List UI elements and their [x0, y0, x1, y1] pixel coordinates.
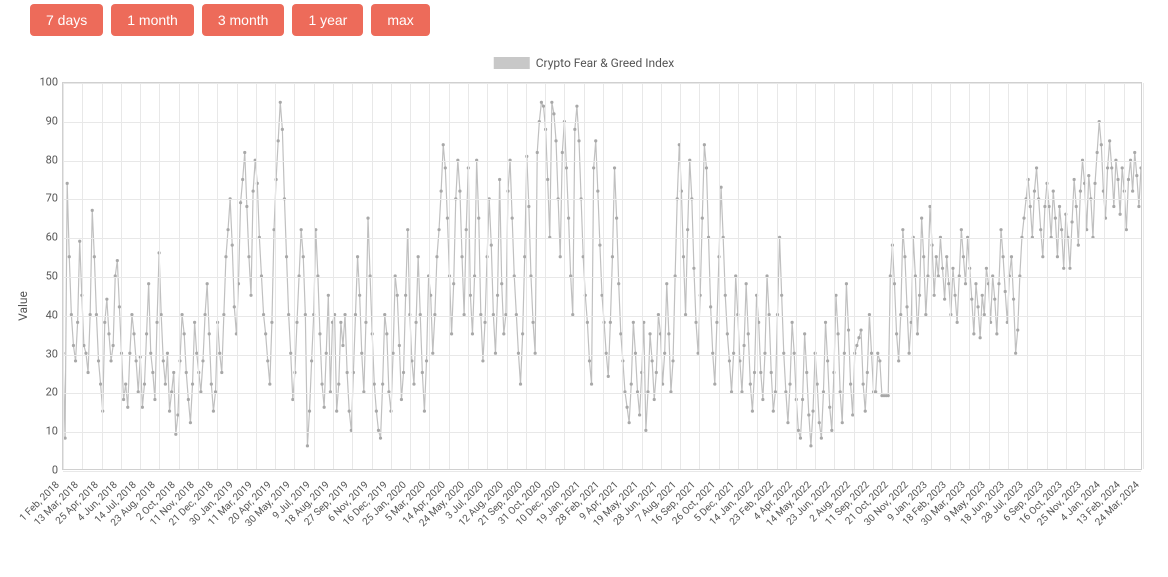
grid-line-vertical	[468, 83, 469, 469]
grid-line-vertical	[507, 83, 508, 469]
grid-line-vertical	[1124, 83, 1125, 469]
y-tick-label: 60	[38, 231, 58, 244]
grid-line-vertical	[140, 83, 141, 469]
grid-line-vertical	[217, 83, 218, 469]
grid-line-horizontal	[63, 199, 1141, 200]
grid-line-vertical	[102, 83, 103, 469]
grid-line-horizontal	[63, 83, 1141, 84]
grid-line-vertical	[63, 83, 64, 469]
grid-line-vertical	[159, 83, 160, 469]
grid-line-vertical	[333, 83, 334, 469]
grid-line-vertical	[391, 83, 392, 469]
y-tick-label: 90	[38, 114, 58, 127]
chart-series	[63, 83, 1141, 469]
range-max-button[interactable]: max	[371, 4, 429, 36]
grid-line-vertical	[912, 83, 913, 469]
grid-line-vertical	[873, 83, 874, 469]
grid-line-vertical	[121, 83, 122, 469]
y-tick-label: 0	[38, 464, 58, 477]
grid-line-vertical	[449, 83, 450, 469]
grid-line-vertical	[892, 83, 893, 469]
y-tick-label: 10	[38, 425, 58, 438]
y-tick-label: 30	[38, 347, 58, 360]
grid-line-vertical	[372, 83, 373, 469]
grid-line-vertical	[410, 83, 411, 469]
grid-line-vertical	[854, 83, 855, 469]
grid-line-vertical	[989, 83, 990, 469]
grid-line-horizontal	[63, 122, 1141, 123]
legend-label: Crypto Fear & Greed Index	[536, 56, 675, 70]
grid-line-vertical	[1104, 83, 1105, 469]
grid-line-vertical	[622, 83, 623, 469]
grid-line-horizontal	[63, 432, 1141, 433]
grid-line-vertical	[777, 83, 778, 469]
grid-line-horizontal	[63, 238, 1141, 239]
grid-line-horizontal	[63, 355, 1141, 356]
grid-line-vertical	[314, 83, 315, 469]
grid-line-vertical	[256, 83, 257, 469]
grid-line-vertical	[680, 83, 681, 469]
range-1-month-button[interactable]: 1 month	[111, 4, 194, 36]
grid-line-vertical	[584, 83, 585, 469]
grid-line-vertical	[487, 83, 488, 469]
grid-line-vertical	[1066, 83, 1067, 469]
grid-line-vertical	[719, 83, 720, 469]
grid-line-horizontal	[63, 277, 1141, 278]
y-axis-label: Value	[16, 291, 30, 321]
grid-line-vertical	[796, 83, 797, 469]
range-7-days-button[interactable]: 7 days	[30, 4, 103, 36]
grid-line-vertical	[931, 83, 932, 469]
grid-line-vertical	[815, 83, 816, 469]
y-tick-label: 80	[38, 153, 58, 166]
grid-line-vertical	[294, 83, 295, 469]
grid-line-vertical	[1143, 83, 1144, 469]
grid-line-vertical	[642, 83, 643, 469]
grid-line-horizontal	[63, 316, 1141, 317]
grid-line-vertical	[950, 83, 951, 469]
range-1-year-button[interactable]: 1 year	[292, 4, 363, 36]
grid-line-vertical	[834, 83, 835, 469]
y-tick-label: 50	[38, 270, 58, 283]
grid-line-vertical	[757, 83, 758, 469]
grid-line-vertical	[564, 83, 565, 469]
y-tick-label: 40	[38, 308, 58, 321]
chart-legend: Crypto Fear & Greed Index	[494, 56, 675, 70]
grid-line-vertical	[603, 83, 604, 469]
grid-line-vertical	[275, 83, 276, 469]
range-3-month-button[interactable]: 3 month	[202, 4, 285, 36]
plot-area	[62, 82, 1142, 470]
grid-line-vertical	[1008, 83, 1009, 469]
grid-line-vertical	[1047, 83, 1048, 469]
grid-line-vertical	[198, 83, 199, 469]
y-tick-label: 20	[38, 386, 58, 399]
y-tick-label: 100	[38, 76, 58, 89]
grid-line-horizontal	[63, 161, 1141, 162]
grid-line-vertical	[82, 83, 83, 469]
grid-line-vertical	[1085, 83, 1086, 469]
time-range-selector: 7 days 1 month 3 month 1 year max	[0, 0, 1168, 46]
grid-line-horizontal	[63, 393, 1141, 394]
grid-line-vertical	[699, 83, 700, 469]
chart-container: Crypto Fear & Greed Index Value 0 10 20 30 4…	[0, 46, 1168, 566]
grid-line-vertical	[1027, 83, 1028, 469]
grid-line-vertical	[237, 83, 238, 469]
legend-swatch	[494, 57, 530, 69]
grid-line-vertical	[352, 83, 353, 469]
grid-line-vertical	[738, 83, 739, 469]
grid-line-vertical	[661, 83, 662, 469]
grid-line-vertical	[969, 83, 970, 469]
grid-line-vertical	[545, 83, 546, 469]
grid-line-vertical	[179, 83, 180, 469]
grid-line-horizontal	[63, 471, 1141, 472]
grid-line-vertical	[526, 83, 527, 469]
grid-line-vertical	[429, 83, 430, 469]
y-tick-label: 70	[38, 192, 58, 205]
